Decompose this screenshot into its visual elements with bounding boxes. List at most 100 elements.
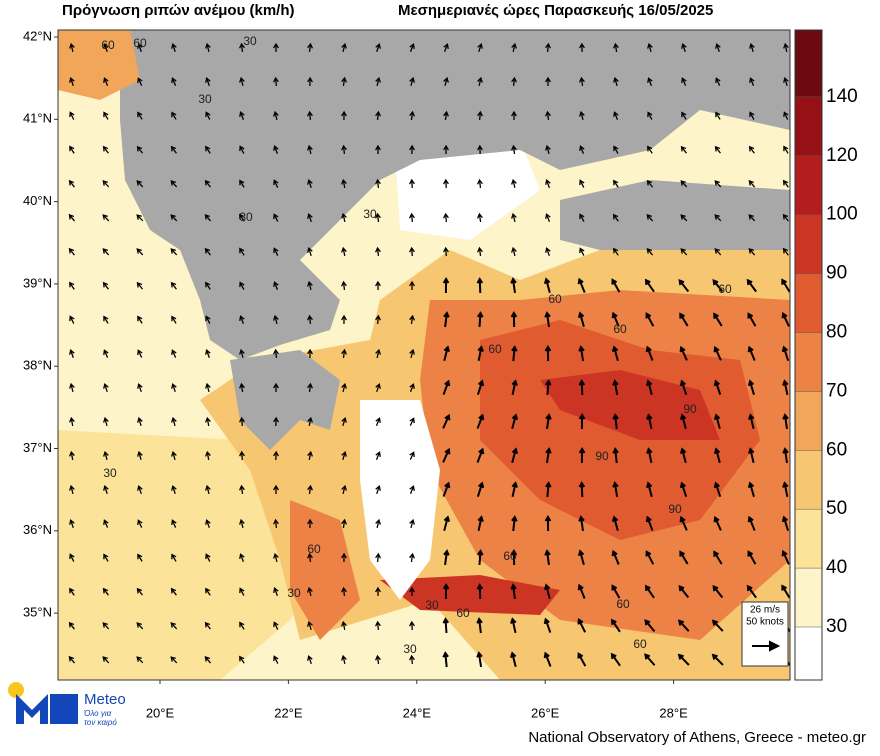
wind-arrow [612, 447, 619, 464]
contour-label: 60 [456, 606, 470, 620]
wind-arrow [409, 383, 415, 392]
contour-label: 30 [198, 92, 212, 106]
wind-arrow [442, 379, 451, 395]
wind-arrow [273, 42, 279, 53]
contour-label: 60 [613, 322, 627, 336]
wind-arrow [239, 348, 245, 359]
land [120, 30, 790, 360]
wind-arrow [171, 111, 177, 120]
lat-label: 37°N [23, 440, 52, 455]
wind-arrow [375, 144, 381, 155]
wind-arrow [171, 382, 177, 393]
wind-arrow [375, 348, 381, 359]
wind-arrow [782, 481, 789, 498]
wind-arrow [239, 111, 245, 120]
wind-arrow [170, 622, 178, 630]
wind-arrow [341, 76, 347, 87]
wind-arrow [545, 179, 551, 188]
wind-arrow [680, 180, 688, 188]
colorbar-label: 140 [826, 86, 858, 107]
contour-label: 30 [243, 34, 257, 48]
lat-label: 40°N [23, 193, 52, 208]
wind-arrow [307, 450, 313, 461]
colorbar-segment [795, 30, 822, 97]
wind-arrow [341, 552, 347, 563]
wind-arrow [578, 447, 586, 464]
wind-arrow [102, 180, 110, 188]
wind-arrow [273, 450, 279, 461]
lat-label: 36°N [23, 522, 52, 537]
wind-arrow [443, 345, 451, 362]
wind-arrow [409, 314, 415, 325]
wind-arrow [307, 518, 313, 529]
wind-arrow [544, 549, 551, 566]
contour-label: 60 [307, 542, 321, 556]
wind-arrow [544, 345, 552, 362]
wind-arrow [748, 214, 756, 222]
wind-arrow [137, 519, 143, 528]
wind-arrow [273, 552, 279, 563]
wind-arrow [443, 144, 449, 155]
wind-arrow [136, 587, 143, 596]
wind-arrow [612, 481, 619, 498]
wind-arrow [170, 656, 178, 664]
wind-arrow [646, 447, 653, 464]
wind-arrow [679, 379, 688, 395]
wind-arrow [307, 314, 313, 325]
wind-arrow [543, 651, 552, 667]
wind-arrow [679, 447, 687, 464]
colorbar-label: 90 [826, 263, 847, 284]
wind-arrow [205, 281, 211, 290]
wind-arrow [170, 281, 177, 290]
colorbar-segment [795, 509, 822, 569]
wind-arrow [611, 618, 621, 633]
wind-arrow [307, 280, 313, 291]
wind-arrow [409, 348, 415, 359]
wind-arrow [613, 76, 619, 87]
wind-arrow [375, 280, 381, 291]
wind-arrow [69, 416, 75, 427]
wind-arrow [477, 345, 484, 362]
wind-arrow [409, 417, 415, 426]
wind-arrow [543, 277, 551, 294]
wind-arrow [273, 587, 279, 596]
wind-arrow [611, 515, 619, 532]
wind-arrow [579, 145, 585, 154]
land [230, 350, 340, 450]
wind-arrow [341, 654, 347, 665]
wind-arrow [375, 178, 381, 189]
wind-arrow [307, 213, 313, 222]
wind-arrow [136, 248, 144, 256]
wind-arrow [307, 246, 313, 257]
map-area: 60 60 30 30 30 30 30 60 60 60 90 90 60 30 60 60 60 90 30 30… [58, 30, 790, 680]
wind-arrow [611, 345, 619, 362]
footer: National Observatory of Athens, Greece -… [528, 729, 866, 746]
wind-arrow [307, 655, 313, 664]
wind-arrow [375, 586, 381, 597]
wind-arrow [781, 584, 790, 599]
colorbar-segment [795, 273, 822, 333]
wind-arrow [69, 553, 75, 562]
colorbar-segment [795, 96, 822, 156]
wind-arrow [645, 481, 653, 498]
lat-label: 38°N [23, 358, 52, 373]
wind-arrow [476, 617, 483, 634]
wind-arrow [578, 345, 585, 362]
wind-arrow [170, 180, 178, 188]
wind-arrow [511, 379, 518, 396]
wind-arrow [171, 450, 177, 461]
wind-arrow [613, 111, 619, 120]
wind-arrow [171, 315, 177, 324]
contour-label: 30 [287, 586, 301, 600]
wind-arrow [136, 656, 144, 664]
wind-arrow [307, 484, 313, 495]
wind-arrow [511, 515, 518, 532]
wind-arrow [137, 485, 143, 494]
wind-arrow [239, 587, 245, 596]
wind-arrow [713, 413, 721, 430]
wind-arrow [273, 76, 279, 87]
wind-arrow [239, 247, 245, 256]
wind-arrow [205, 519, 211, 528]
wind-arrow [375, 417, 381, 426]
